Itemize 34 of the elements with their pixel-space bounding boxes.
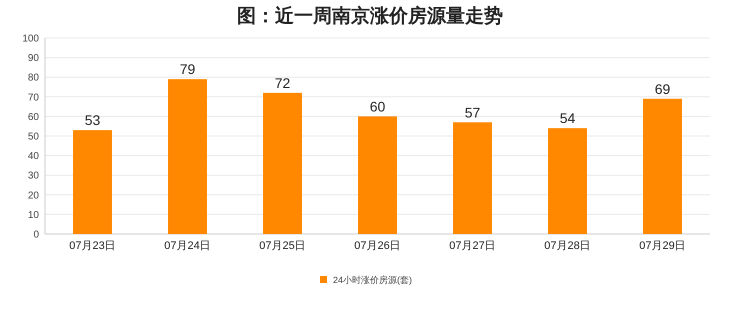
chart-title: 图：近一周南京涨价房源量走势 <box>237 5 503 27</box>
bar <box>548 128 587 234</box>
x-tick-label: 07月26日 <box>354 240 401 252</box>
y-tick-label: 10 <box>28 210 40 221</box>
x-tick-label: 07月23日 <box>69 240 116 252</box>
y-tick-label: 40 <box>28 151 40 162</box>
y-tick-label: 60 <box>28 112 40 123</box>
data-label: 54 <box>560 110 576 126</box>
bar <box>73 130 112 234</box>
x-tick-label: 07月27日 <box>449 240 496 252</box>
y-tick-label: 30 <box>28 170 40 182</box>
bar <box>263 92 302 234</box>
x-tick-label: 07月28日 <box>544 240 591 252</box>
data-label: 72 <box>274 74 290 91</box>
y-tick-label: 80 <box>28 72 40 84</box>
bar <box>453 122 492 234</box>
data-label: 79 <box>180 61 196 78</box>
bar <box>168 79 207 234</box>
data-label: 57 <box>464 104 480 120</box>
data-label: 69 <box>654 80 670 97</box>
y-tick-label: 20 <box>28 190 40 202</box>
y-tick-label: 100 <box>22 34 40 44</box>
bar <box>358 116 397 234</box>
y-tick-label: 70 <box>28 92 40 104</box>
x-tick-label: 07月29日 <box>639 240 686 252</box>
legend-label: 24小时涨价房源(套) <box>333 275 412 285</box>
y-tick-label: 90 <box>28 53 40 64</box>
bar <box>643 98 682 234</box>
y-tick-label: 0 <box>33 230 40 240</box>
y-tick-label: 50 <box>28 132 40 142</box>
data-label: 53 <box>84 112 100 128</box>
data-label: 60 <box>370 98 386 114</box>
x-tick-label: 07月24日 <box>164 240 211 252</box>
x-tick-label: 07月25日 <box>259 240 306 252</box>
